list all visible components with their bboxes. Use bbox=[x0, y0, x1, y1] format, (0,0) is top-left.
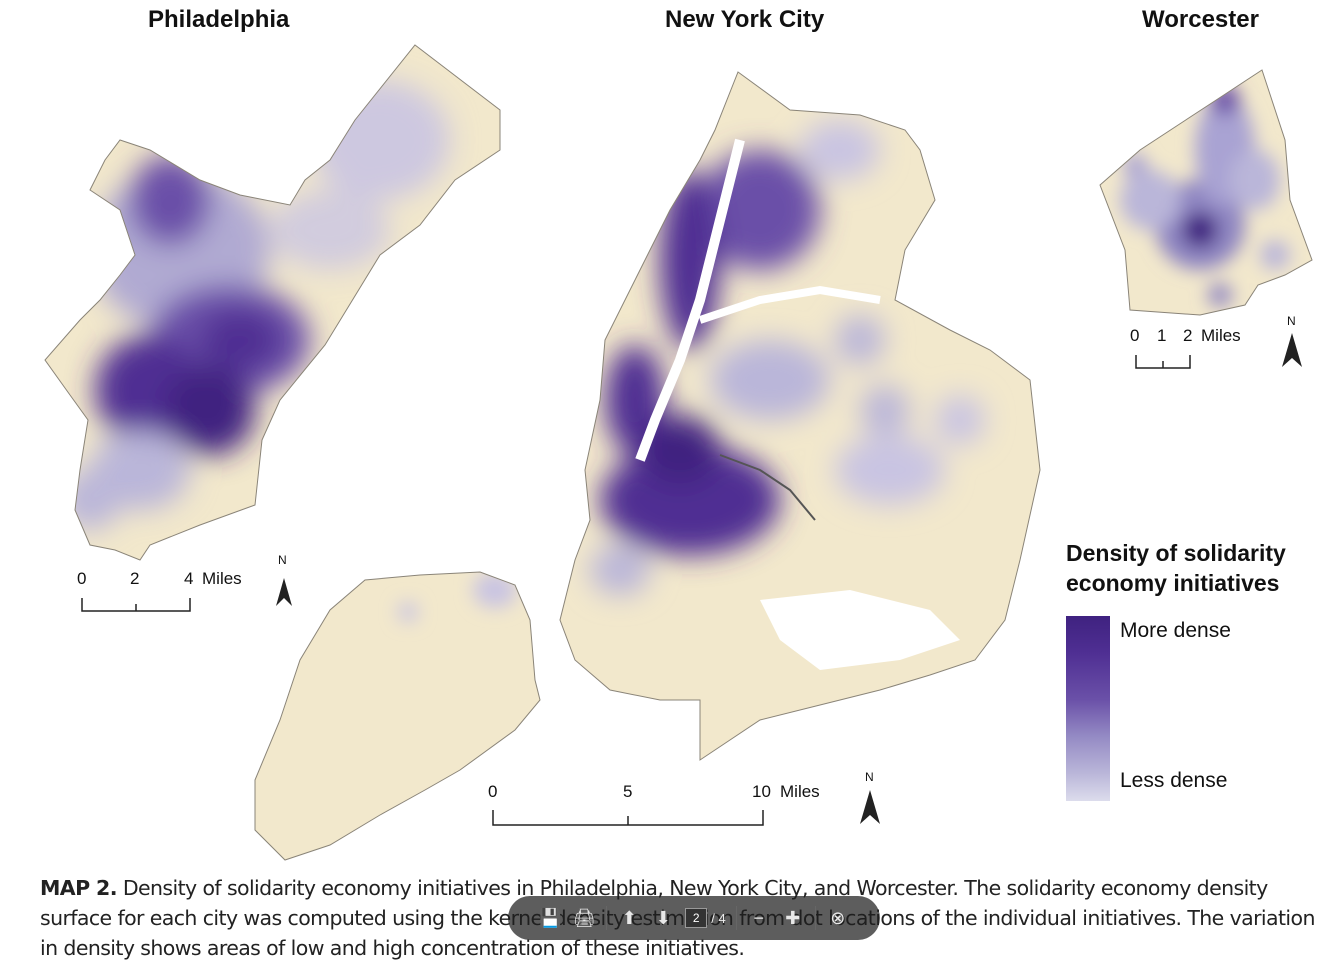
close-icon[interactable]: ⊗ bbox=[830, 907, 846, 928]
wor-scale-tick-1: 1 bbox=[1157, 326, 1167, 345]
save-icon[interactable]: 💾 bbox=[539, 907, 562, 928]
toolbar-divider bbox=[814, 906, 816, 930]
phl-scale-tick-2: 4 bbox=[184, 569, 194, 588]
legend-less-dense: Less dense bbox=[1120, 769, 1228, 792]
print-icon[interactable]: 🖨 bbox=[572, 907, 596, 928]
philadelphia-scale-bar bbox=[81, 598, 191, 612]
worcester-north-label: N bbox=[1287, 314, 1296, 328]
staten-island-map bbox=[254, 571, 541, 861]
worcester-scale-bar bbox=[1135, 355, 1191, 369]
legend-title-line1: Density of solidarity bbox=[1066, 540, 1286, 566]
page-indicator: / 4 bbox=[685, 908, 726, 928]
legend-title-line2: economy initiatives bbox=[1066, 570, 1280, 596]
nyc-scale-tick-2: 10 bbox=[752, 782, 771, 801]
page-down-icon[interactable]: ⬇ bbox=[655, 907, 671, 928]
legend-color-ramp bbox=[1066, 616, 1110, 801]
philadelphia-north-label: N bbox=[278, 553, 287, 567]
philadelphia-map bbox=[44, 44, 501, 561]
worcester-title: Worcester bbox=[1142, 6, 1259, 33]
caption-label: MAP 2. bbox=[40, 876, 117, 900]
legend-more-dense: More dense bbox=[1120, 619, 1231, 642]
legend-title: Density of solidarity economy initiative… bbox=[1066, 538, 1321, 598]
wor-scale-tick-0: 0 bbox=[1130, 326, 1140, 345]
nyc-north-arrow-icon bbox=[860, 790, 880, 824]
zoom-in-icon[interactable]: ✚ bbox=[785, 907, 801, 928]
wor-scale-tick-2: 2 bbox=[1183, 326, 1193, 345]
philadelphia-title: Philadelphia bbox=[148, 6, 290, 33]
nyc-scale-bar bbox=[492, 810, 764, 826]
worcester-map bbox=[1099, 69, 1313, 316]
nyc-scale-tick-0: 0 bbox=[488, 782, 498, 801]
nyc-scale-tick-1: 5 bbox=[623, 782, 633, 801]
toolbar-divider bbox=[606, 906, 608, 930]
page-up-icon[interactable]: ⬆ bbox=[621, 907, 637, 928]
philadelphia-north-arrow-icon bbox=[276, 578, 292, 606]
page-number-input[interactable] bbox=[685, 908, 708, 928]
phl-scale-tick-1: 2 bbox=[130, 569, 140, 588]
zoom-out-icon[interactable]: − bbox=[753, 907, 764, 928]
nyc-title: New York City bbox=[665, 6, 825, 33]
toolbar-divider bbox=[735, 906, 737, 930]
wor-scale-unit: Miles bbox=[1201, 326, 1241, 345]
nyc-map bbox=[559, 71, 1041, 761]
phl-scale-unit: Miles bbox=[202, 569, 242, 588]
pdf-viewer-toolbar: 💾 🖨 ⬆ ⬇ / 4 − ✚ ⊗ bbox=[508, 896, 880, 940]
nyc-north-label: N bbox=[865, 770, 874, 784]
phl-scale-tick-0: 0 bbox=[77, 569, 87, 588]
page-total: / 4 bbox=[711, 910, 726, 926]
worcester-north-arrow-icon bbox=[1282, 333, 1302, 367]
nyc-scale-unit: Miles bbox=[780, 782, 820, 801]
